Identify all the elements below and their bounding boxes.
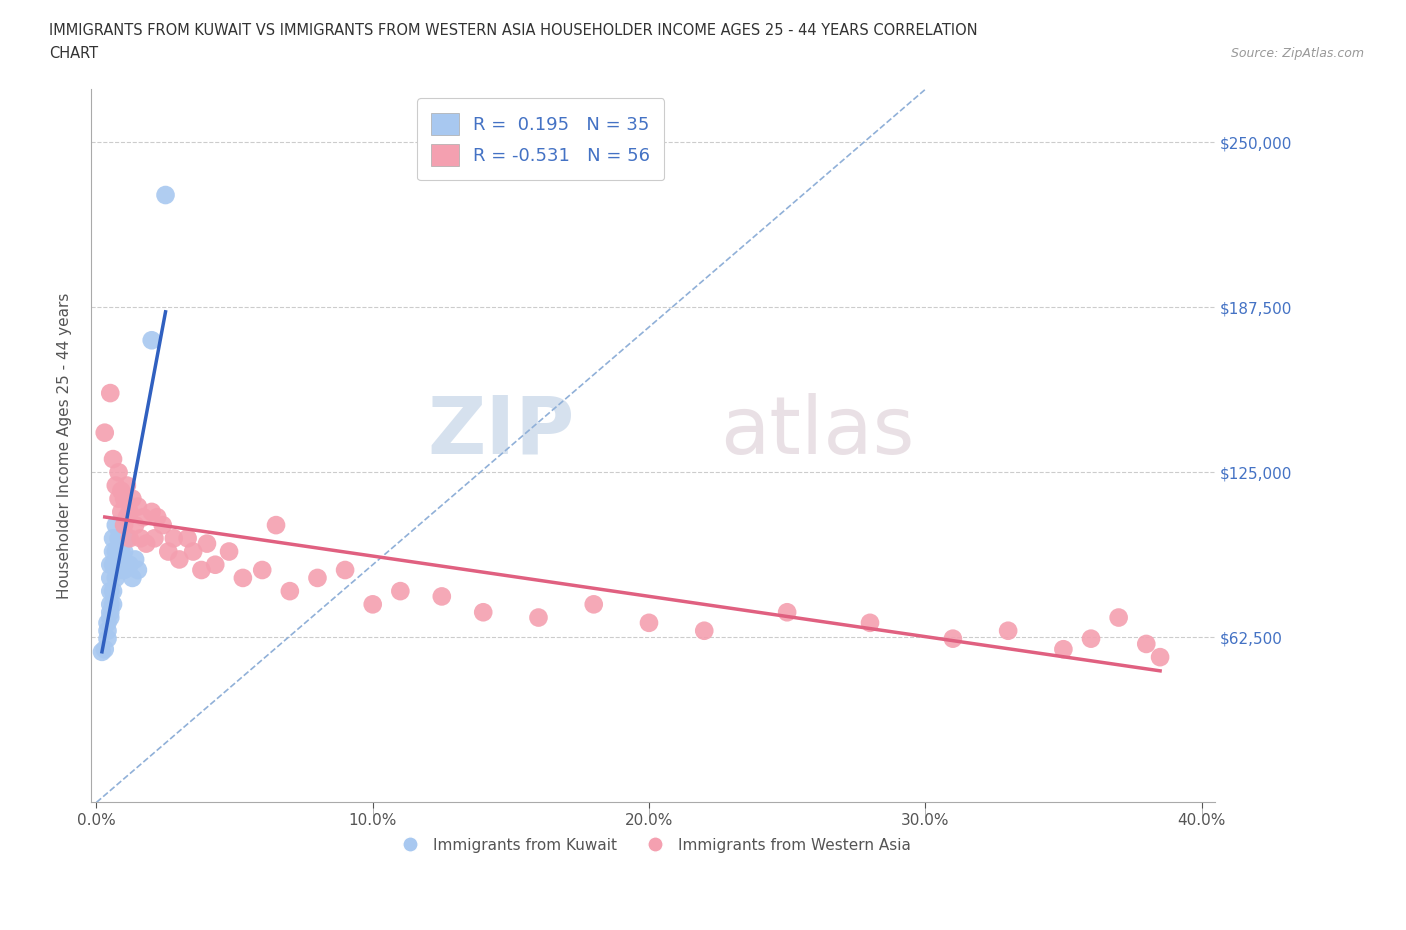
Point [110, 531, 132, 546]
Point [98, 597, 121, 612]
Point [101, 557, 124, 572]
Point [112, 518, 135, 533]
Point [91, 644, 114, 659]
Point [129, 531, 152, 546]
Point [135, 537, 157, 551]
Point [107, 465, 129, 480]
Point [163, 531, 186, 546]
Point [141, 333, 163, 348]
Point [143, 531, 166, 546]
Point [132, 510, 155, 525]
Point [110, 504, 132, 519]
Text: CHART: CHART [49, 46, 98, 61]
Text: Source: ZipAtlas.com: Source: ZipAtlas.com [1230, 46, 1364, 60]
Point [121, 570, 143, 585]
Point [98, 386, 121, 401]
Point [98, 604, 121, 619]
Point [527, 610, 550, 625]
Point [430, 589, 453, 604]
Point [472, 604, 495, 619]
Point [181, 544, 204, 559]
Point [104, 557, 127, 572]
Point [176, 531, 198, 546]
Point [152, 518, 174, 533]
Point [582, 597, 605, 612]
Point [190, 563, 212, 578]
Point [361, 597, 384, 612]
Point [997, 623, 1019, 638]
Point [96, 616, 118, 631]
Point [112, 563, 135, 578]
Point [112, 491, 135, 506]
Point [93, 425, 115, 440]
Point [104, 478, 127, 493]
Text: atlas: atlas [721, 392, 915, 471]
Point [110, 557, 132, 572]
Point [1052, 642, 1074, 657]
Point [107, 531, 129, 546]
Point [1080, 631, 1102, 646]
Point [121, 491, 143, 506]
Point [101, 544, 124, 559]
Point [115, 510, 138, 525]
Text: ZIP: ZIP [427, 392, 575, 471]
Point [1135, 636, 1157, 651]
Point [204, 557, 226, 572]
Point [127, 563, 149, 578]
Point [141, 504, 163, 519]
Point [112, 544, 135, 559]
Point [98, 584, 121, 599]
Point [942, 631, 965, 646]
Point [155, 188, 177, 203]
Point [638, 616, 661, 631]
Point [118, 531, 141, 546]
Point [389, 584, 412, 599]
Point [104, 518, 127, 533]
Point [101, 531, 124, 546]
Point [278, 584, 301, 599]
Point [264, 518, 287, 533]
Point [118, 504, 141, 519]
Point [859, 616, 882, 631]
Point [101, 452, 124, 467]
Legend: Immigrants from Kuwait, Immigrants from Western Asia: Immigrants from Kuwait, Immigrants from … [389, 831, 917, 859]
Point [693, 623, 716, 638]
Point [104, 544, 127, 559]
Point [250, 563, 273, 578]
Text: IMMIGRANTS FROM KUWAIT VS IMMIGRANTS FROM WESTERN ASIA HOUSEHOLDER INCOME AGES 2: IMMIGRANTS FROM KUWAIT VS IMMIGRANTS FRO… [49, 23, 977, 38]
Point [169, 552, 191, 567]
Point [333, 563, 356, 578]
Point [107, 491, 129, 506]
Point [93, 642, 115, 657]
Point [118, 557, 141, 572]
Point [232, 570, 254, 585]
Point [110, 544, 132, 559]
Point [1149, 650, 1171, 665]
Point [124, 518, 146, 533]
Point [146, 510, 169, 525]
Point [101, 597, 124, 612]
Point [195, 537, 218, 551]
Point [98, 570, 121, 585]
Point [307, 570, 329, 585]
Point [98, 557, 121, 572]
Point [104, 570, 127, 585]
Y-axis label: Householder Income Ages 25 - 44 years: Householder Income Ages 25 - 44 years [58, 293, 72, 599]
Point [776, 604, 799, 619]
Point [115, 478, 138, 493]
Point [107, 563, 129, 578]
Point [96, 623, 118, 638]
Point [218, 544, 240, 559]
Point [107, 552, 129, 567]
Point [101, 584, 124, 599]
Point [110, 484, 132, 498]
Point [127, 499, 149, 514]
Point [124, 552, 146, 567]
Point [98, 610, 121, 625]
Point [1108, 610, 1130, 625]
Point [157, 544, 180, 559]
Point [115, 531, 138, 546]
Point [96, 631, 118, 646]
